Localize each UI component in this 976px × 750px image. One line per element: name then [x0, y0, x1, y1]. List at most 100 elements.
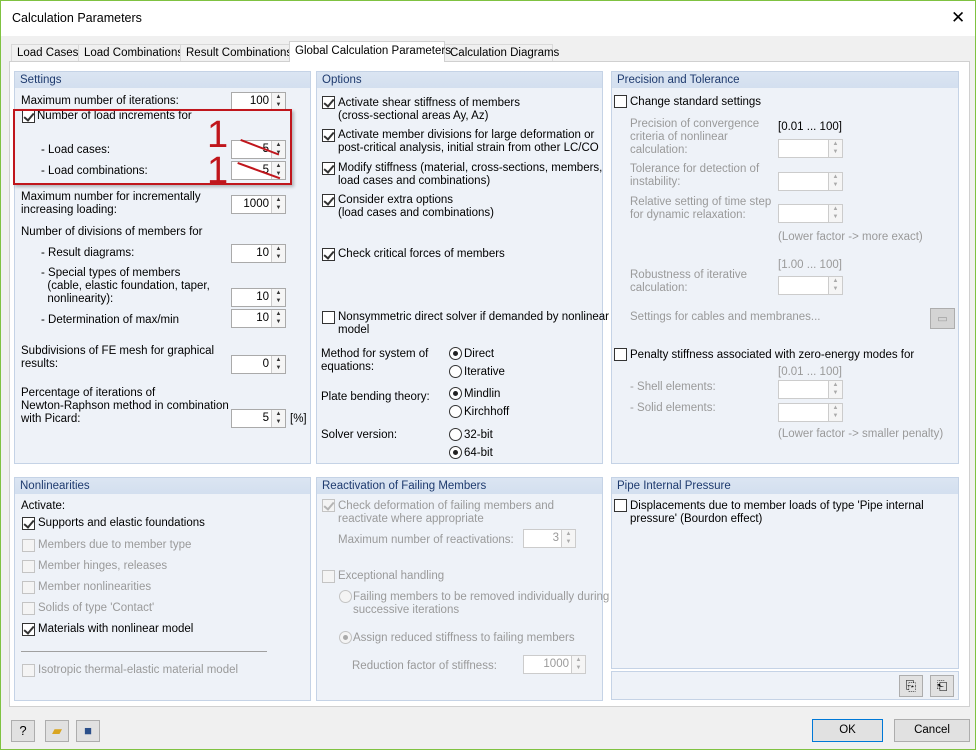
spin-arrows-icon[interactable]: ▲▼ [271, 410, 285, 427]
open-button[interactable]: ▰ [45, 720, 69, 742]
exceptional-handling-checkbox [322, 570, 335, 583]
max-reactivations-label: Maximum number of reactivations: [338, 534, 514, 546]
import-defaults-button[interactable]: ⎘ [899, 675, 923, 697]
save-icon: ■ [84, 723, 92, 738]
special-types-label: - Special types of members (cable, elast… [41, 267, 210, 305]
plate-mindlin-label: Mindlin [464, 388, 501, 400]
annotation-highlight-box [13, 109, 292, 185]
robustness-spinner[interactable]: ▲ ▼ [778, 276, 843, 295]
shell-elements-label: - Shell elements: [630, 381, 716, 393]
save-button[interactable]: ■ [76, 720, 100, 742]
fe-mesh-label: Subdivisions of FE mesh for graphical re… [21, 345, 215, 370]
spin-arrows-icon[interactable]: ▲▼ [271, 196, 285, 213]
modify-stiffness-label: Modify stiffness (material, cross-sectio… [338, 162, 603, 187]
robustness-label: Robustness of iterative calculation: [630, 269, 747, 294]
spin-arrows-icon[interactable]: ▲▼ [828, 205, 842, 222]
annotation-number: 1 [207, 150, 229, 192]
tab-load-combinations[interactable]: Load Combinations [78, 44, 183, 62]
nonsymmetric-solver-checkbox[interactable] [322, 311, 335, 324]
solid-elements-spinner[interactable]: ▲ ▼ [778, 403, 843, 422]
ok-button[interactable]: OK [812, 719, 883, 742]
spin-arrows-icon: ▲ ▼ [571, 656, 585, 673]
convergence-spinner[interactable]: ▲ ▼ [778, 139, 843, 158]
cables-settings-button[interactable]: ▭ [930, 308, 955, 329]
member-divisions-label: Activate member divisions for large defo… [338, 129, 599, 154]
penalty-stiffness-checkbox[interactable] [614, 348, 627, 361]
spin-arrows-icon[interactable]: ▲▼ [828, 140, 842, 157]
plate-mindlin-radio[interactable] [449, 387, 462, 400]
max-iterations-label: Maximum number of iterations: [21, 95, 179, 107]
method-iterative-radio[interactable] [449, 365, 462, 378]
result-diagrams-spinner[interactable]: 10 ▲ ▼ [231, 244, 286, 263]
nonlinearities-panel: Nonlinearities [14, 477, 311, 701]
shear-stiffness-checkbox[interactable] [322, 96, 335, 109]
critical-forces-label: Check critical forces of members [338, 248, 505, 260]
extra-options-checkbox[interactable] [322, 194, 335, 207]
range-label: [0.01 ... 100] [778, 121, 842, 133]
tab-global-calculation-parameters[interactable]: Global Calculation Parameters [289, 41, 451, 62]
spin-arrows-icon[interactable]: ▲▼ [271, 289, 285, 306]
member-type-checkbox [22, 539, 35, 552]
spin-arrows-icon[interactable]: ▲▼ [271, 310, 285, 327]
spin-arrows-icon[interactable]: ▲▼ [271, 93, 285, 110]
time-step-spinner[interactable]: ▲ ▼ [778, 204, 843, 223]
check-deformation-label: Check deformation of failing members and… [338, 500, 555, 525]
settings-dialog-icon: ▭ [937, 313, 948, 325]
assign-reduced-stiffness-label: Assign reduced stiffness to failing memb… [353, 632, 575, 644]
tab-result-combinations[interactable]: Result Combinations [180, 44, 292, 62]
export-icon: ⎗ [936, 678, 948, 693]
materials-nonlinear-checkbox[interactable] [22, 623, 35, 636]
member-divisions-checkbox[interactable] [322, 129, 335, 142]
method-label: Method for system of equations: [321, 348, 429, 373]
shell-elements-spinner[interactable]: ▲ ▼ [778, 380, 843, 399]
plate-kirchhoff-radio[interactable] [449, 405, 462, 418]
isotropic-checkbox [22, 664, 35, 677]
max-incremental-spinner[interactable]: 1000 ▲ ▼ [231, 195, 286, 214]
value: 10 [256, 247, 269, 259]
modify-stiffness-checkbox[interactable] [322, 162, 335, 175]
help-button[interactable]: ? [11, 720, 35, 742]
member-hinges-label: Member hinges, releases [38, 560, 168, 572]
load-increments-label: Number of load increments for [37, 110, 192, 122]
solver-64bit-radio[interactable] [449, 446, 462, 459]
bourdon-effect-checkbox[interactable] [614, 499, 627, 512]
member-nonlinearities-checkbox [22, 581, 35, 594]
maxmin-spinner[interactable]: 10 ▲ ▼ [231, 309, 286, 328]
result-diagrams-label: - Result diagrams: [41, 247, 135, 259]
cables-membranes-label: Settings for cables and membranes... [630, 311, 821, 323]
tab-load-cases[interactable]: Load Cases [11, 44, 79, 62]
export-defaults-button[interactable]: ⎗ [930, 675, 954, 697]
max-iterations-spinner[interactable]: 100 ▲ ▼ [231, 92, 286, 111]
precision-header: Precision and Tolerance [612, 72, 958, 88]
critical-forces-checkbox[interactable] [322, 248, 335, 261]
method-direct-radio[interactable] [449, 347, 462, 360]
special-types-spinner[interactable]: 10 ▲ ▼ [231, 288, 286, 307]
assign-reduced-stiffness-radio [339, 631, 352, 644]
reduction-factor-label: Reduction factor of stiffness: [352, 660, 497, 672]
note-smaller-penalty: (Lower factor -> smaller penalty) [778, 428, 944, 440]
spin-arrows-icon[interactable]: ▲▼ [828, 173, 842, 190]
supports-label: Supports and elastic foundations [38, 517, 205, 529]
tab-calculation-diagrams[interactable]: Calculation Diagrams [444, 44, 559, 62]
spin-arrows-icon[interactable]: ▲▼ [828, 381, 842, 398]
picard-spinner[interactable]: 5 ▲ ▼ [231, 409, 286, 428]
maxmin-label: - Determination of max/min [41, 314, 180, 326]
fe-mesh-spinner[interactable]: 0 ▲ ▼ [231, 355, 286, 374]
change-standard-settings-checkbox[interactable] [614, 95, 627, 108]
plate-bending-label: Plate bending theory: [321, 391, 430, 403]
spin-arrows-icon[interactable]: ▲▼ [828, 277, 842, 294]
solver-32bit-radio[interactable] [449, 428, 462, 441]
settings-header: Settings [15, 72, 310, 88]
spin-arrows-icon[interactable]: ▲▼ [828, 404, 842, 421]
load-combinations-label: - Load combinations: [41, 165, 148, 177]
cancel-button[interactable]: Cancel [894, 719, 970, 742]
isotropic-label: Isotropic thermal-elastic material model [38, 664, 239, 676]
title-bar: Calculation Parameters ✕ [1, 1, 975, 36]
spin-arrows-icon[interactable]: ▲▼ [271, 245, 285, 262]
settings-panel: Settings [14, 71, 311, 464]
value: 1000 [543, 658, 569, 670]
supports-checkbox[interactable] [22, 517, 35, 530]
spin-arrows-icon[interactable]: ▲▼ [271, 356, 285, 373]
close-icon[interactable]: ✕ [951, 8, 966, 27]
instability-spinner[interactable]: ▲ ▼ [778, 172, 843, 191]
